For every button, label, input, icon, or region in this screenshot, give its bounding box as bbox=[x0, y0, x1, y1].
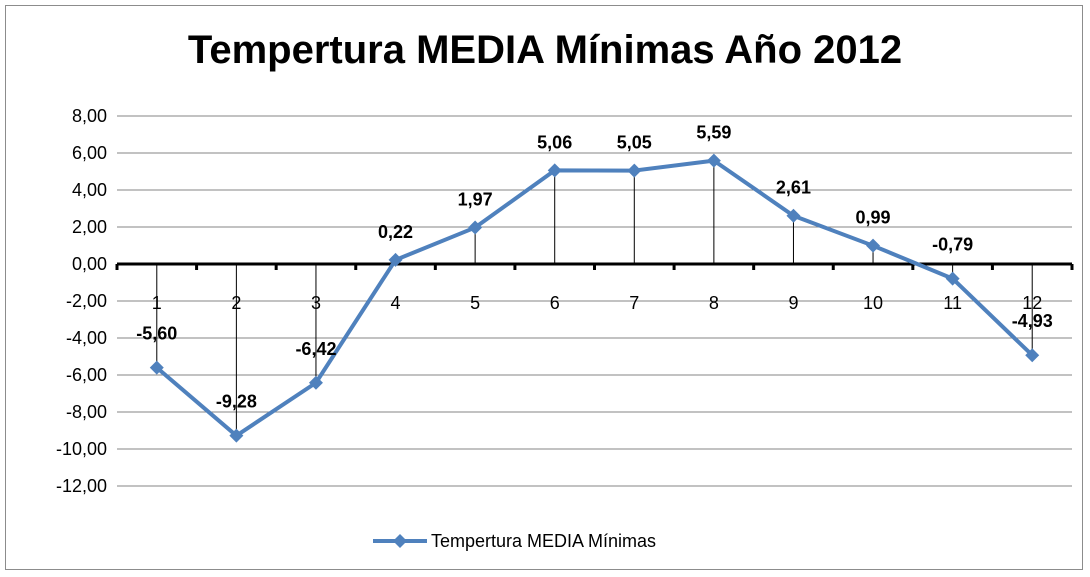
data-label: -5,60 bbox=[136, 324, 177, 344]
series-markers bbox=[149, 153, 1040, 443]
legend bbox=[373, 534, 427, 548]
gridlines bbox=[117, 115, 1072, 487]
x-axis-ticks: 1 2 3 4 5 6 7 8 9 10 11 12 bbox=[152, 293, 1042, 313]
x-tick-label: 12 bbox=[1022, 293, 1042, 313]
x-tick-label: 2 bbox=[231, 293, 241, 313]
data-point bbox=[468, 220, 483, 235]
x-tick-label: 9 bbox=[788, 293, 798, 313]
data-point bbox=[627, 163, 642, 178]
data-point bbox=[149, 360, 164, 375]
y-axis-ticks: 8,00 6,00 4,00 2,00 0,00 -2,00 -4,00 -6,00 -8,00… bbox=[56, 106, 107, 496]
drop-lines bbox=[156, 160, 1033, 436]
x-tick-label: 1 bbox=[152, 293, 162, 313]
x-tick-label: 11 bbox=[943, 293, 962, 313]
data-point bbox=[308, 375, 323, 390]
data-label: -4,93 bbox=[1012, 311, 1053, 331]
data-point bbox=[1025, 348, 1040, 363]
data-point bbox=[229, 428, 244, 443]
data-label: 5,05 bbox=[617, 133, 652, 153]
data-point bbox=[786, 208, 801, 223]
data-labels: -5,60 -9,28 -6,42 0,22 1,97 5,06 5,05 5,59 2,61 0… bbox=[136, 123, 1052, 412]
chart-title: Tempertura MEDIA Mínimas Año 2012 bbox=[187, 28, 903, 72]
x-tick-label: 5 bbox=[470, 293, 480, 313]
data-point bbox=[945, 271, 960, 286]
series-line bbox=[155, 158, 1034, 438]
data-label: -6,42 bbox=[295, 339, 336, 359]
data-point bbox=[388, 252, 403, 267]
y-tick-label: -2,00 bbox=[66, 291, 107, 311]
x-tick-label: 8 bbox=[709, 293, 719, 313]
y-tick-label: -8,00 bbox=[66, 402, 107, 422]
data-point bbox=[706, 153, 721, 168]
data-label: -0,79 bbox=[932, 235, 973, 255]
data-label: -9,28 bbox=[216, 392, 257, 412]
data-label: 1,97 bbox=[458, 190, 493, 210]
data-label: 0,22 bbox=[378, 222, 413, 242]
data-label: 5,59 bbox=[696, 123, 731, 143]
y-tick-label: -6,00 bbox=[66, 365, 107, 385]
y-tick-label: -4,00 bbox=[66, 328, 107, 348]
x-tick-label: 6 bbox=[550, 293, 560, 313]
data-label: 2,61 bbox=[776, 178, 811, 198]
data-point bbox=[547, 163, 562, 178]
x-tick-label: 3 bbox=[311, 293, 321, 313]
legend-marker-swatch bbox=[393, 534, 407, 548]
y-tick-label: 2,00 bbox=[72, 217, 107, 237]
x-tick-label: 7 bbox=[629, 293, 639, 313]
y-tick-label: 6,00 bbox=[72, 143, 107, 163]
chart-frame bbox=[5, 5, 1083, 570]
y-tick-label: -12,00 bbox=[56, 476, 107, 496]
y-tick-label: -10,00 bbox=[56, 439, 107, 459]
data-label: 5,06 bbox=[537, 132, 572, 152]
y-tick-label: 8,00 bbox=[72, 106, 107, 126]
y-tick-label: 4,00 bbox=[72, 180, 107, 200]
series-polyline bbox=[155, 158, 1034, 438]
data-point bbox=[866, 238, 881, 253]
x-tick-label: 10 bbox=[863, 293, 883, 313]
legend-entry: Tempertura MEDIA Mínimas bbox=[431, 531, 657, 551]
data-label: 0,99 bbox=[856, 208, 891, 228]
y-tick-label: 0,00 bbox=[72, 254, 107, 274]
x-tick-label: 4 bbox=[391, 293, 401, 313]
